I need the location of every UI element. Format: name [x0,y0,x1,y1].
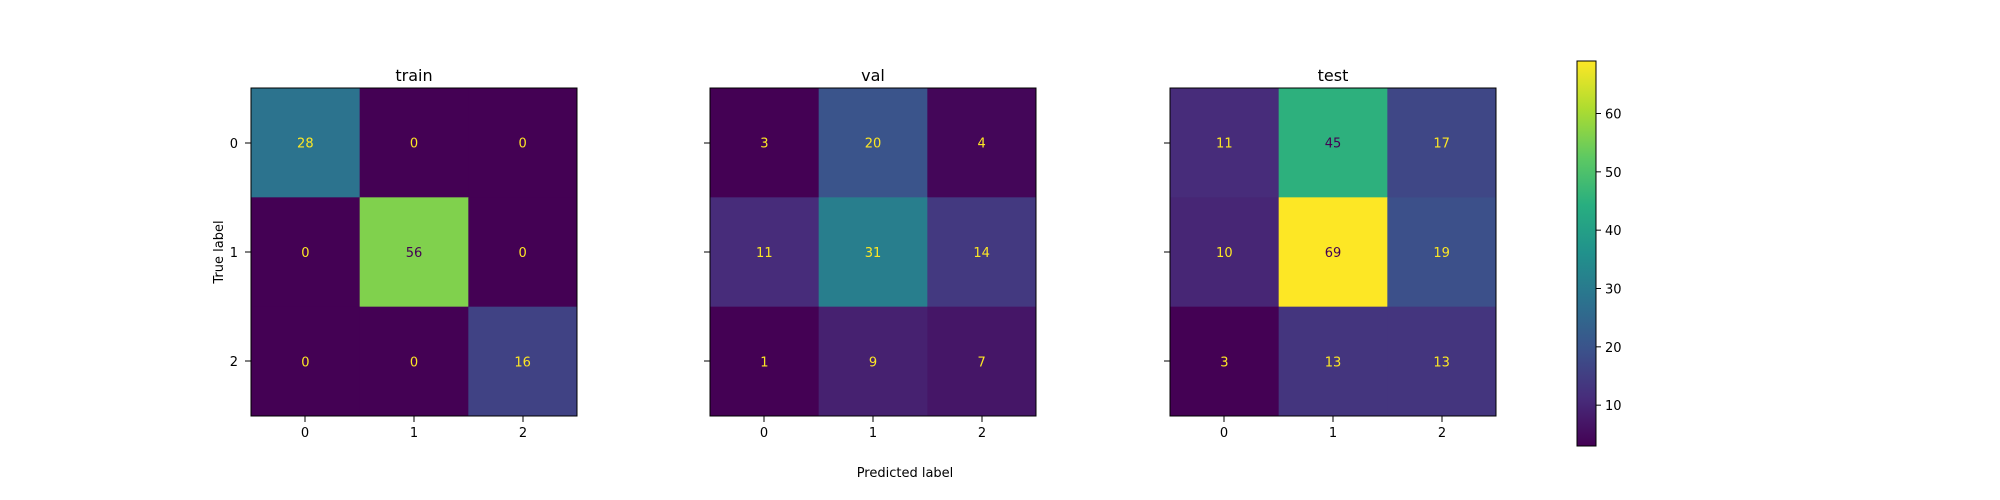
cell-value-label: 45 [1325,137,1342,152]
y-tick-label: 2 [230,355,238,370]
heatmap-cell [251,88,361,198]
x-axis-label: Predicted label [857,466,954,481]
colorbar-tick-label: 30 [1605,283,1622,298]
heatmap-cell [251,197,361,308]
colorbar-ticks: 10 20 30 40 50 60 [1596,108,1622,414]
x-tick-label: 0 [1220,426,1228,441]
cell-value-label: 0 [410,137,418,152]
x-tick-label: 0 [301,426,309,441]
cell-value-label: 7 [978,355,986,370]
colorbar: 10 20 30 40 50 60 [1576,60,1622,447]
x-tick-label: 1 [410,426,418,441]
cell-value-label: 13 [1433,355,1450,370]
x-tick-label: 2 [1438,426,1446,441]
cell-value-label: 69 [1325,246,1342,261]
cell-value-label: 28 [297,137,314,152]
heatmap-cell [251,306,361,417]
cell-value-label: 31 [865,246,882,261]
heatmap-cell [710,197,820,308]
panel-val-y-ticks [704,142,710,362]
cell-value-label: 3 [1220,355,1228,370]
heatmap-cell [359,306,469,417]
heatmap-cell [710,88,820,198]
heatmap-cell [1278,306,1388,417]
x-tick-label: 2 [978,426,986,441]
heatmap-cell [927,197,1037,308]
cell-value-label: 16 [514,355,531,370]
panel-train-x-ticks: 0 1 2 [301,416,527,441]
heatmap-cell [468,306,578,417]
heatmap-cell [1170,306,1280,417]
heatmap-cell [1278,197,1388,308]
panel-test-y-ticks [1164,142,1170,362]
x-tick-label: 1 [869,426,877,441]
cell-value-label: 56 [406,246,423,261]
heatmap-cell [1387,306,1497,417]
panel-title-val: val [861,66,885,85]
cell-value-label: 11 [756,246,773,261]
x-tick-label: 1 [1329,426,1337,441]
heatmap-cell [818,88,928,198]
panel-val: val 3 20 411 31 141 9 7 0 1 2 Predicted label [704,66,1037,481]
y-tick-label: 1 [230,246,238,261]
cell-value-label: 4 [978,137,986,152]
cell-value-label: 13 [1325,355,1342,370]
cell-value-label: 1 [760,355,768,370]
panel-train-cells: 28 0 0 0 56 0 0 0 16 [251,88,578,417]
cell-value-label: 17 [1433,137,1450,152]
cell-value-label: 0 [301,246,309,261]
heatmap-cell [1170,88,1280,198]
panel-test-x-ticks: 0 1 2 [1220,416,1446,441]
colorbar-tick-label: 60 [1605,108,1622,123]
cell-value-label: 3 [760,137,768,152]
cell-value-label: 19 [1433,246,1450,261]
panel-val-cells: 3 20 4 11 31 14 1 9 7 [710,88,1037,417]
panel-title-test: test [1318,66,1349,85]
heatmap-cell [359,197,469,308]
heatmap-cell [927,88,1037,198]
heatmap-cell [818,197,928,308]
panel-test-cells: 11 45 17 10 69 19 3 13 13 [1170,88,1497,417]
colorbar-tick-label: 50 [1605,166,1622,181]
x-tick-label: 0 [760,426,768,441]
heatmap-cell [1170,197,1280,308]
heatmap-cell [1387,88,1497,198]
heatmap-cell [927,306,1037,417]
heatmap-cell [1387,197,1497,308]
colorbar-tick-label: 10 [1605,399,1622,414]
heatmap-cell [468,88,578,198]
heatmap-cell [468,197,578,308]
cell-value-label: 0 [410,355,418,370]
cell-value-label: 10 [1216,246,1233,261]
panel-title-train: train [395,66,432,85]
x-tick-label: 2 [519,426,527,441]
heatmap-cell [1278,88,1388,198]
heatmap-cell [818,306,928,417]
colorbar-tick-label: 40 [1605,224,1622,239]
colorbar-gradient [1576,60,1597,447]
cell-value-label: 11 [1216,137,1233,152]
panel-train: train 28 0 0 0 56 0 0 0 16 0 1 2 0 1 2 True labe… [212,66,578,441]
y-tick-label: 0 [230,137,238,152]
heatmap-cell [710,306,820,417]
cell-value-label: 0 [301,355,309,370]
heatmap-cell [359,88,469,198]
cell-value-label: 20 [865,137,882,152]
panel-train-y-ticks: 0 1 2 [230,137,251,370]
y-axis-label: True label [212,220,227,284]
cell-value-label: 9 [869,355,877,370]
cell-value-label: 14 [973,246,990,261]
colorbar-tick-label: 20 [1605,341,1622,356]
panel-val-x-ticks: 0 1 2 [760,416,986,441]
cell-value-label: 0 [519,246,527,261]
cell-value-label: 0 [519,137,527,152]
